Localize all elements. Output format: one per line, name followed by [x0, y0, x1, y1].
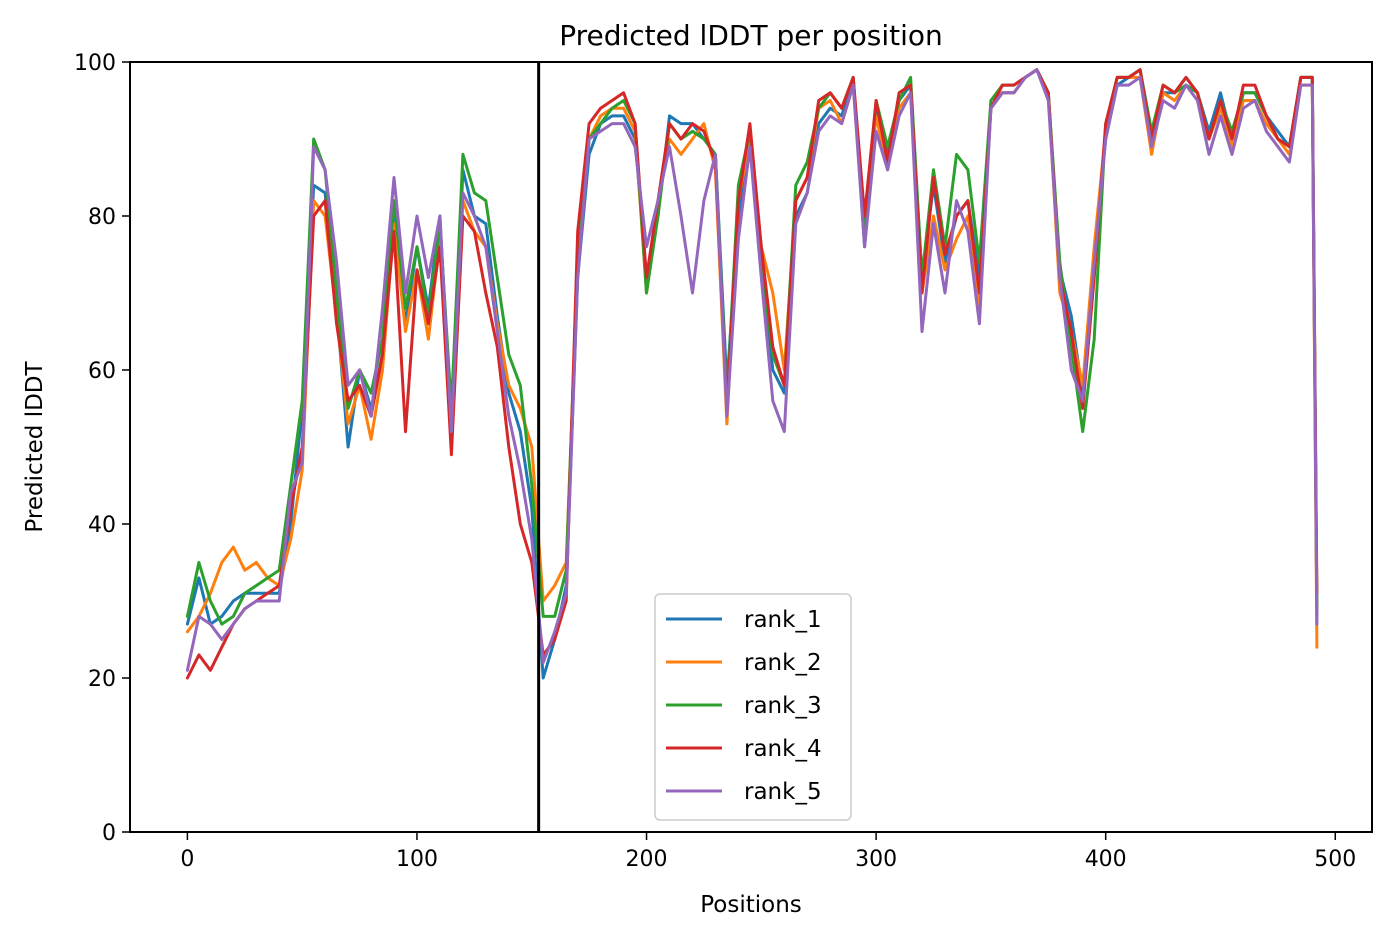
x-tick-label: 200	[626, 847, 668, 872]
chart-title: Predicted lDDT per position	[559, 19, 943, 52]
y-axis-label: Predicted lDDT	[22, 360, 48, 532]
y-tick-label: 0	[102, 821, 116, 846]
x-tick-label: 300	[855, 847, 897, 872]
series-layer	[185, 68, 1319, 680]
legend-label-rank_5: rank_5	[744, 779, 822, 805]
y-tick-label: 100	[74, 51, 116, 76]
y-axis-ticks: 0 20 40 60 80 100	[74, 51, 130, 846]
y-tick-label: 80	[88, 205, 116, 230]
x-tick-label: 500	[1314, 847, 1356, 872]
plot-frame	[129, 61, 1373, 833]
x-tick-label: 100	[396, 847, 438, 872]
legend-label-rank_4: rank_4	[744, 736, 822, 762]
series-line-rank_4	[185, 68, 1319, 680]
legend-label-rank_2: rank_2	[744, 650, 822, 676]
legend-box	[654, 593, 852, 821]
legend: rank_1 rank_2 rank_3 rank_4 rank_5	[654, 593, 852, 821]
y-tick-label: 60	[88, 359, 116, 384]
x-tick-label: 0	[180, 847, 194, 872]
x-axis-ticks: 0 100 200 300 400 500	[180, 832, 1356, 872]
legend-label-rank_1: rank_1	[744, 607, 822, 633]
x-tick-label: 400	[1085, 847, 1127, 872]
series-line-rank_5	[185, 68, 1319, 672]
x-axis-label: Positions	[700, 892, 802, 918]
y-tick-label: 20	[88, 667, 116, 692]
y-tick-label: 40	[88, 513, 116, 538]
legend-label-rank_3: rank_3	[744, 693, 822, 719]
